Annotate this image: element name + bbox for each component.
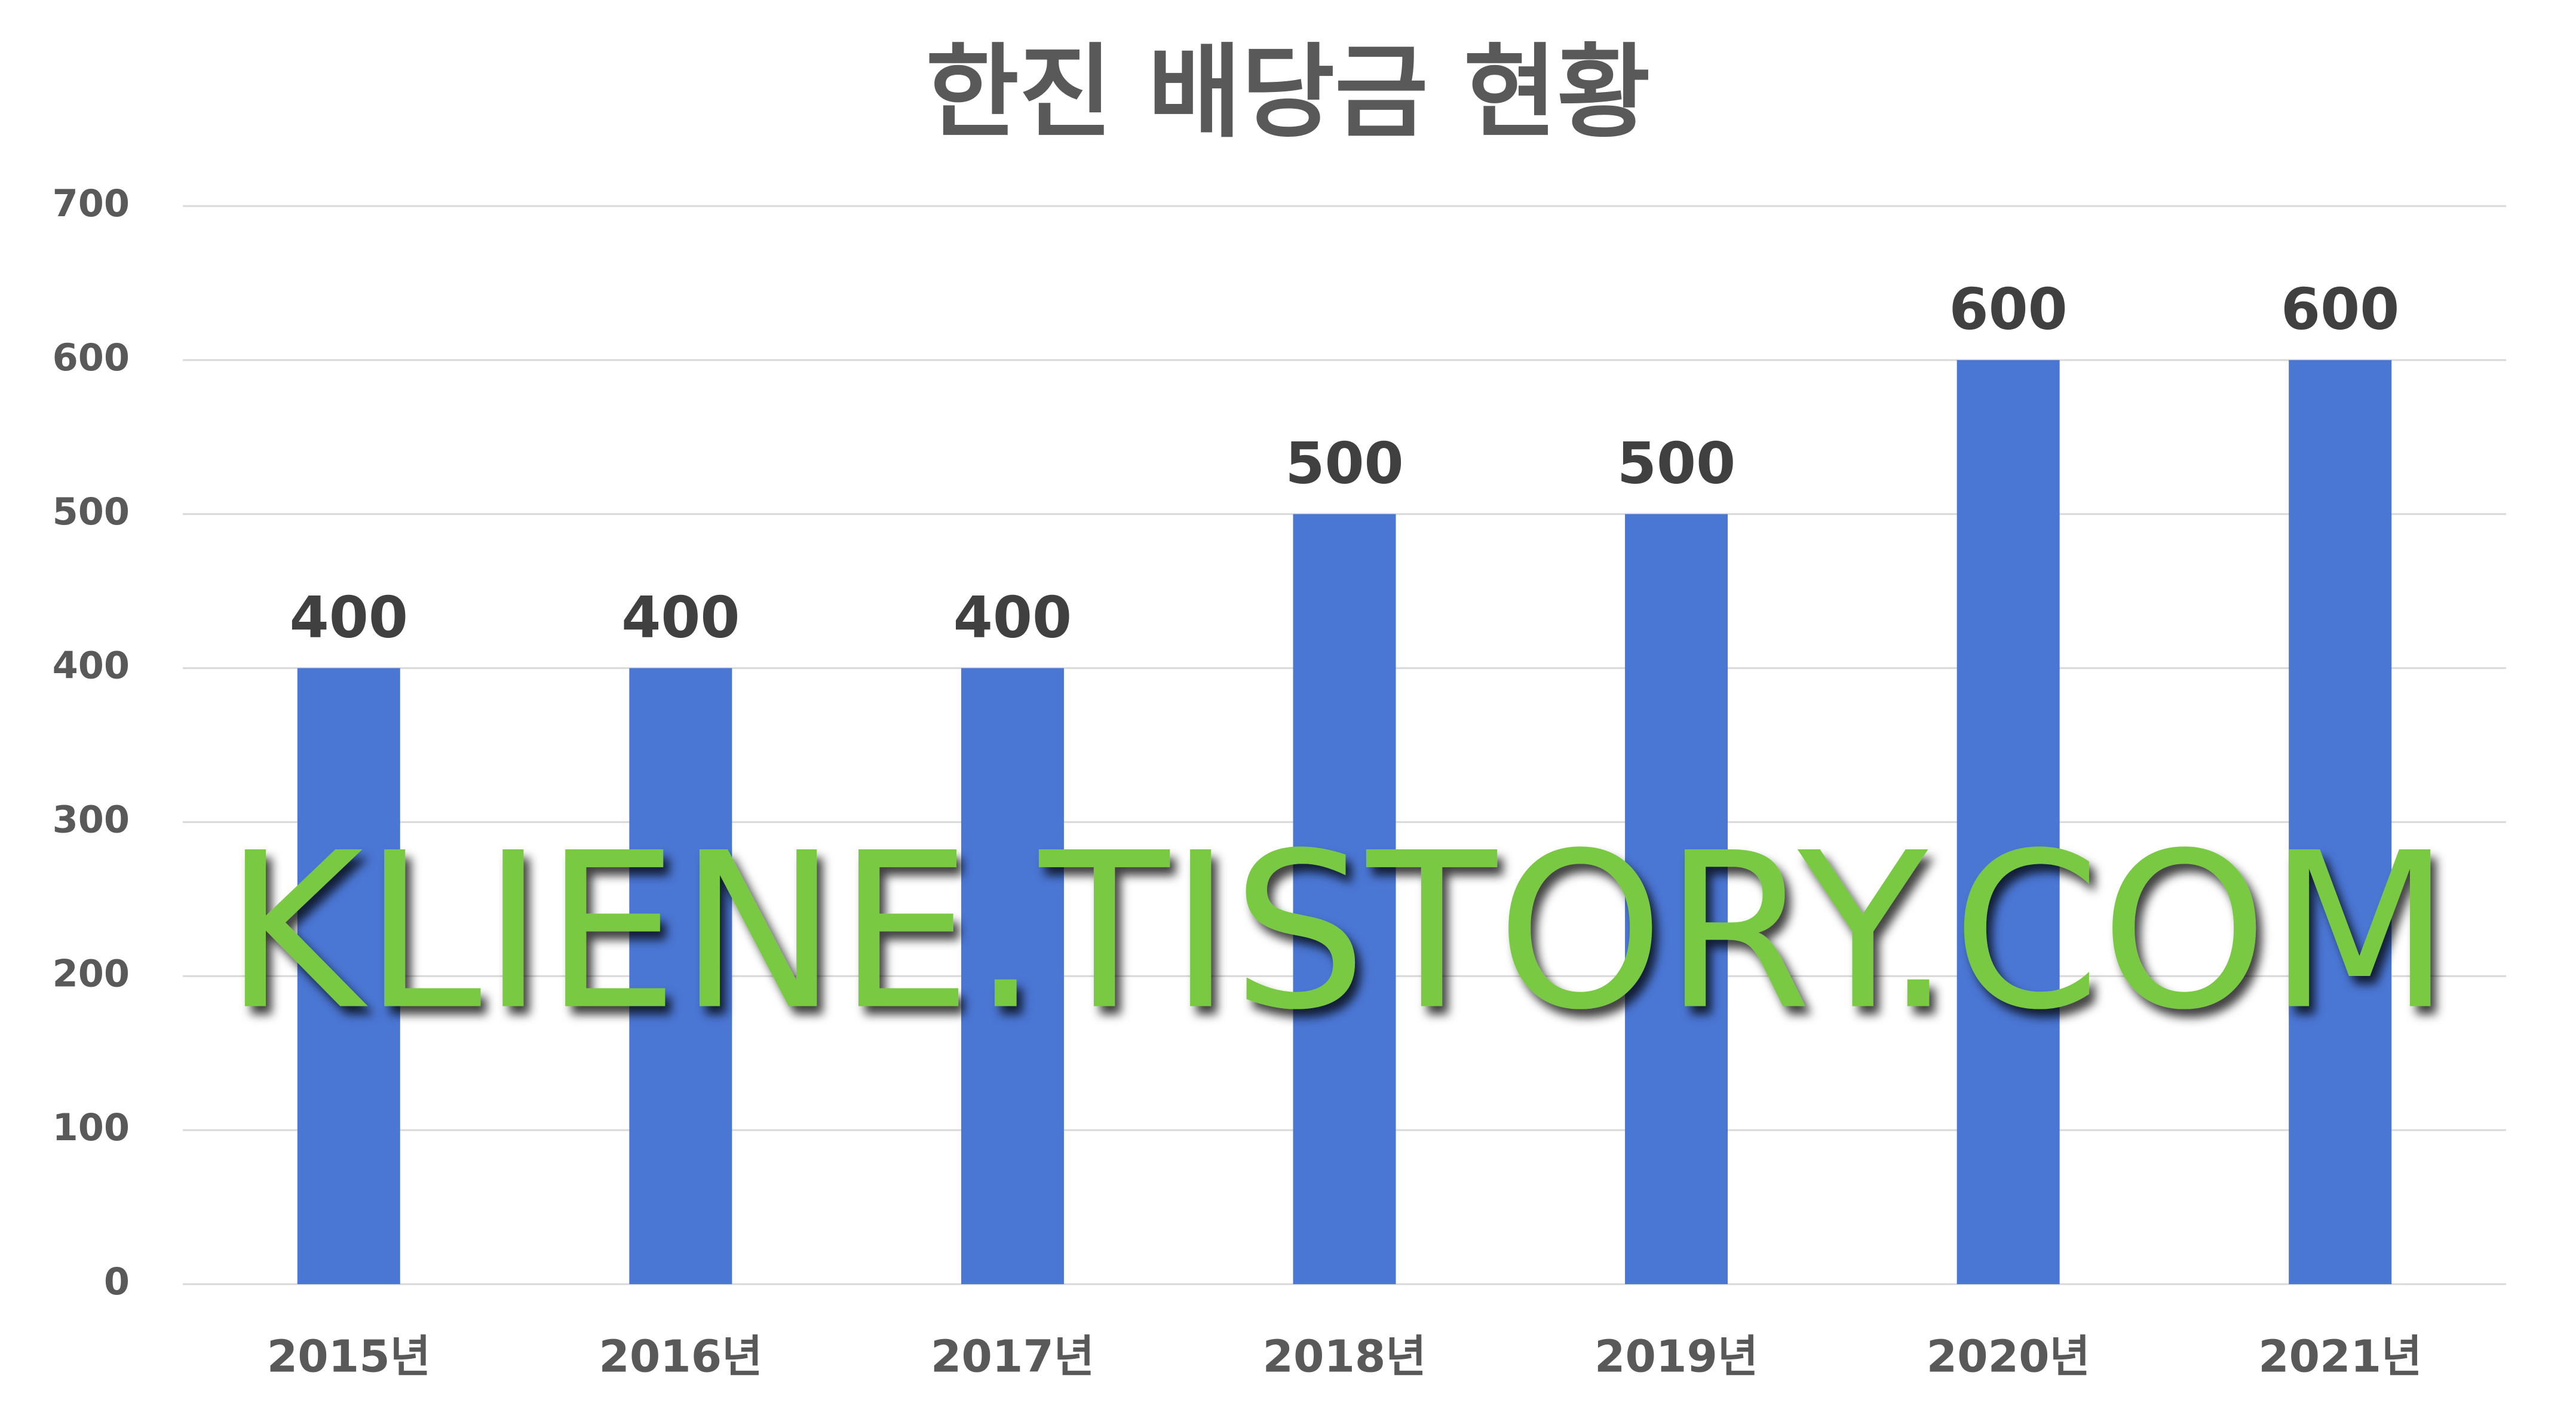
x-tick-label: 2016년 [599, 1331, 762, 1383]
bar [1293, 514, 1396, 1284]
bar [1956, 360, 2060, 1284]
bar [297, 668, 400, 1284]
data-label: 600 [2281, 277, 2399, 343]
y-tick-label: 100 [53, 1106, 130, 1149]
y-tick-label: 700 [53, 182, 130, 225]
chart-title: 한진 배당금 현황 [925, 33, 1650, 152]
data-label: 400 [953, 585, 1072, 650]
watermark: KLIENE.TISTORY.COM [224, 806, 2451, 1057]
bar [961, 668, 1064, 1284]
x-tick-label: 2020년 [1927, 1331, 2090, 1383]
x-tick-label: 2018년 [1262, 1331, 1426, 1383]
y-tick-label: 300 [53, 798, 130, 842]
data-label: 400 [621, 585, 740, 650]
x-tick-label: 2019년 [1594, 1331, 1758, 1383]
data-label: 500 [1285, 431, 1403, 497]
bar [629, 668, 732, 1284]
data-label: 600 [1949, 277, 2067, 343]
y-tick-label: 0 [104, 1260, 130, 1303]
bar [1625, 514, 1728, 1284]
x-tick-label: 2015년 [267, 1331, 431, 1383]
y-tick-label: 500 [53, 490, 130, 533]
y-tick-label: 200 [53, 951, 130, 995]
y-tick-label: 600 [53, 336, 130, 379]
bar [2289, 360, 2392, 1284]
data-label: 400 [290, 585, 408, 650]
y-tick-label: 400 [53, 644, 130, 687]
x-tick-label: 2017년 [931, 1331, 1094, 1383]
data-label: 500 [1617, 431, 1735, 497]
x-tick-label: 2021년 [2258, 1331, 2422, 1383]
